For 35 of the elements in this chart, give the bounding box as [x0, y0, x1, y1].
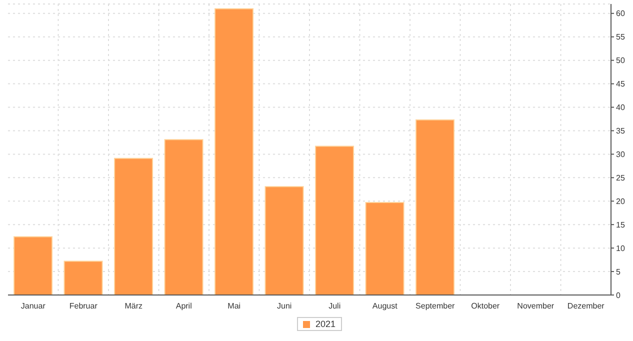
bar: [114, 158, 154, 295]
x-tick-label: November: [517, 302, 554, 311]
bar: [64, 260, 103, 295]
x-tick-label: Juni: [277, 302, 292, 311]
bar: [315, 146, 354, 295]
x-tick-label: August: [372, 302, 398, 311]
x-tick-label: März: [124, 302, 143, 311]
y-tick-label: 15: [616, 220, 626, 230]
bar: [14, 236, 53, 295]
bar: [416, 119, 455, 295]
y-tick-label: 45: [616, 80, 626, 89]
x-tick-label: April: [176, 302, 192, 311]
y-tick-label: 30: [616, 150, 626, 160]
bar: [164, 139, 204, 295]
y-tick-label: 60: [616, 9, 626, 18]
y-tick-label: 20: [616, 196, 626, 206]
x-tick-label: Dezember: [567, 302, 605, 311]
y-tick-label: 35: [616, 126, 626, 136]
x-tick-label: Mai: [228, 302, 241, 311]
y-tick-label: 25: [616, 174, 626, 182]
y-tick-label: 10: [616, 244, 626, 253]
x-tick-label: Juli: [328, 302, 341, 311]
x-tick-label: September: [416, 302, 456, 311]
bar: [264, 186, 304, 295]
y-tick-label: 55: [616, 32, 626, 42]
x-tick-label: Januar: [20, 302, 46, 311]
x-tick-label: Februar: [69, 302, 98, 311]
y-tick-label: 0: [616, 290, 621, 300]
y-tick-label: 50: [616, 56, 626, 66]
y-tick-label: 5: [616, 267, 621, 276]
x-tick-label: Oktober: [471, 302, 500, 311]
legend-label: 2021: [297, 317, 342, 331]
y-tick-label: 40: [616, 103, 626, 112]
bar: [365, 202, 404, 295]
bar: [214, 8, 254, 295]
